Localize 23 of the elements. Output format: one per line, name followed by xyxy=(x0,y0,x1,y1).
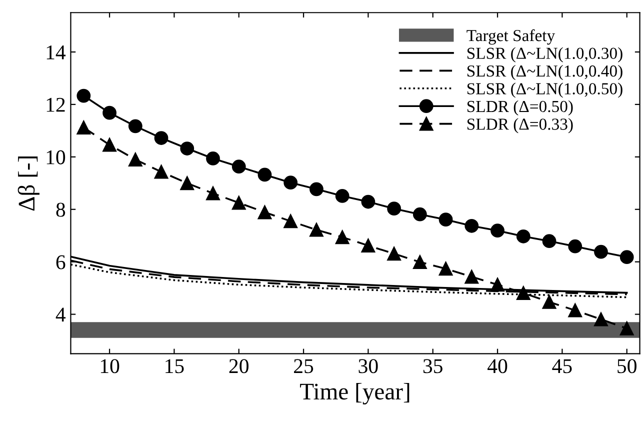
y-tick-label: 8 xyxy=(56,202,66,217)
y-axis-title: Δβ [-] xyxy=(18,156,40,211)
x-tick-label: 45 xyxy=(552,359,572,374)
x-tick-label: 10 xyxy=(100,359,120,374)
x-tick-label: 40 xyxy=(488,359,508,374)
x-tick-label: 20 xyxy=(229,359,248,374)
x-tick-label: 50 xyxy=(618,359,636,374)
legend-label: SLDR (Δ=0.33) xyxy=(467,118,573,134)
legend-label: SLSR (Δ~LN(1.0,0.30) xyxy=(467,47,622,62)
y-tick-label: 14 xyxy=(46,45,66,60)
legend-label: SLSR (Δ~LN(1.0,0.40) xyxy=(467,64,622,80)
legend-label: Target Safety xyxy=(466,29,556,45)
y-tick-label: 6 xyxy=(56,255,66,270)
y-tick-label: 4 xyxy=(56,308,66,322)
x-tick-label: 25 xyxy=(294,359,314,374)
x-axis-title: Time [year] xyxy=(300,382,410,404)
legend-label: SLDR (Δ=0.50) xyxy=(467,100,573,116)
legend-label: SLSR (Δ~LN(1.0,0.50) xyxy=(467,82,622,98)
y-tick-label: 10 xyxy=(46,150,66,164)
x-tick-label: 15 xyxy=(166,359,184,374)
x-tick-label: 35 xyxy=(423,359,442,374)
x-tick-label: 30 xyxy=(358,359,378,374)
y-tick-label: 12 xyxy=(46,98,65,112)
